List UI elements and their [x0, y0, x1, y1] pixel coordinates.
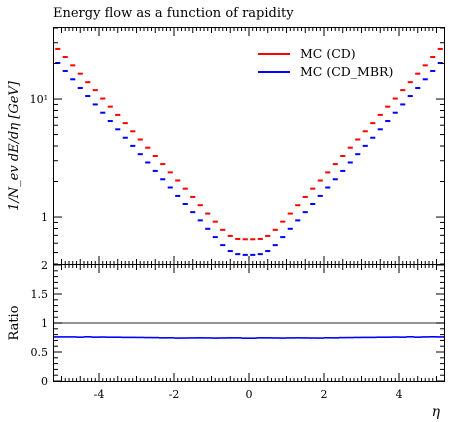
x-tick-label: -2 — [169, 388, 180, 401]
x-tick-label: 2 — [321, 388, 328, 401]
ratio-y-tick-label: 2 — [41, 259, 48, 272]
ratio-y-tick-label: 0 — [41, 375, 48, 388]
ratio-y-axis-label: Ratio — [7, 305, 22, 340]
main-y-ticks: 1 10¹ — [30, 27, 444, 265]
x-tick-label: 4 — [396, 388, 403, 401]
x-tick-label: -4 — [94, 388, 105, 401]
main-y-axis-label: 1/N_ev dE/dη [GeV] — [7, 80, 22, 211]
main-x-ticks — [61, 28, 437, 264]
legend: MC (CD) MC (CD_MBR) — [258, 46, 393, 79]
ratio-series-bins — [54, 336, 444, 339]
x-tick-label: 0 — [246, 388, 253, 401]
ratio-x-ticks: -4 -2 0 2 4 — [61, 265, 437, 401]
legend-label-mc-cd: MC (CD) — [300, 46, 356, 61]
chart-title: Energy flow as a function of rapidity — [53, 6, 294, 21]
ratio-plot-frame — [53, 264, 445, 382]
y-tick-label: 1 — [41, 211, 48, 224]
y-tick-label: 10¹ — [30, 93, 48, 106]
x-axis-label: η — [432, 404, 441, 420]
ratio-panel: 0 0.5 1 1.5 2 -4 -2 0 2 4 Ratio η — [7, 259, 445, 420]
ratio-y-tick-label: 1.5 — [31, 288, 49, 301]
main-panel: 1 10¹ 1/N_ev dE/dη [GeV] — [7, 27, 445, 265]
ratio-y-tick-label: 0.5 — [31, 346, 49, 359]
ratio-y-tick-label: 1 — [41, 317, 48, 330]
legend-label-mc-cd-mbr: MC (CD_MBR) — [300, 64, 393, 79]
main-series-bins — [55, 47, 443, 256]
